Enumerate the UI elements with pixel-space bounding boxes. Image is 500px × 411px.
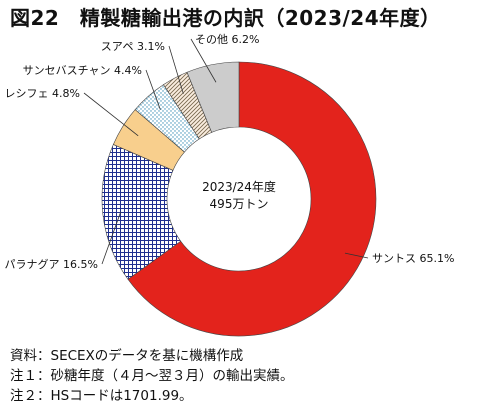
center-label-total: 495万トン [210,197,269,211]
slice-6 [186,61,240,133]
leader-line-4 [145,69,161,110]
leader-line-5 [168,45,184,94]
note-2: 注２：HSコードは1701.99。 [10,388,193,404]
slice-label-2: パラナグア 16.5% [5,257,98,271]
leader-lines [83,38,369,265]
source-note: 資料：SECEXのデータを基に機構作成 [10,348,244,364]
slice-labels: サントス 65.1% パラナグア 16.5% レシフェ 4.8% サンセバスチャン 4… [5,33,455,271]
slice-label-6: その他 6.2% [195,33,259,46]
slice-1 [127,61,377,337]
slice-label-4: サンセバスチャン 4.4% [23,64,142,77]
slice-label-1: サントス 65.1% [372,252,454,265]
note-1: 注１：砂糖年度（４月～翌３月）の輸出実績。 [10,368,294,384]
slice-label-5: スアペ 3.1% [101,40,165,53]
chart-title: 図22 精製糖輸出港の内訳（2023/24年度） [10,6,441,30]
leader-line-2 [101,211,122,265]
donut-slices [101,61,377,337]
leader-line-3 [83,92,139,137]
center-label-year: 2023/24年度 [202,179,276,194]
slice-label-3: レシフェ 4.8% [5,87,80,100]
leader-line-6 [190,38,217,83]
footnotes: 資料：SECEXのデータを基に機構作成 注１：砂糖年度（４月～翌３月）の輸出実績… [10,346,294,406]
leader-line-1 [344,252,369,259]
